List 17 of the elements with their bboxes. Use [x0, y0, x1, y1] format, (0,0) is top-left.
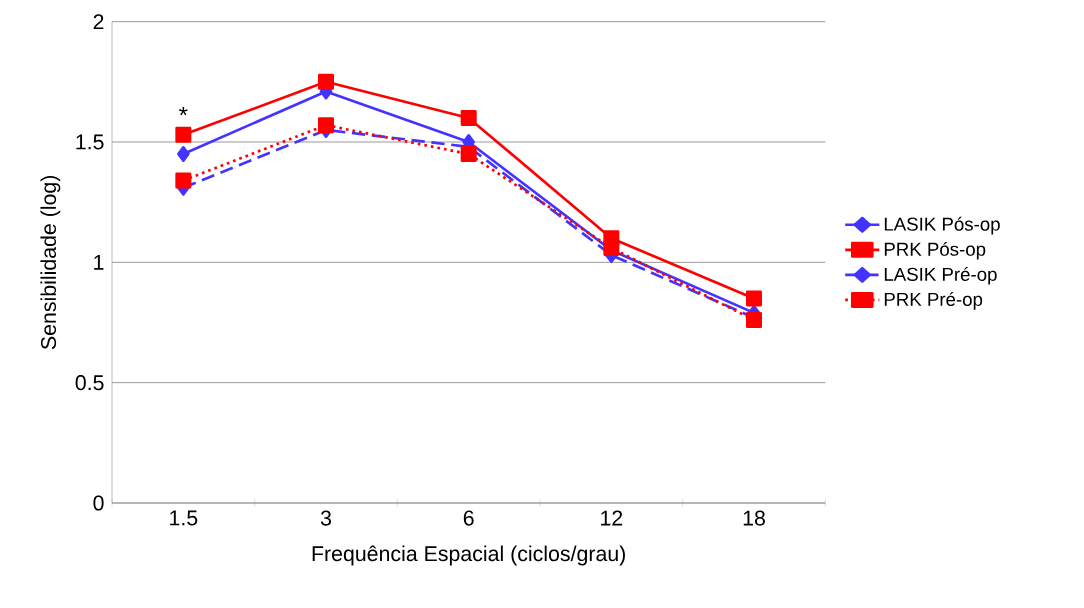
y-tick-label: 1.5	[76, 134, 104, 150]
x-tick-label: 1.5	[170, 510, 198, 526]
legend-label: LASIK Pré-op	[884, 266, 997, 285]
x-tick-label: 6	[463, 510, 474, 526]
x-tick-label: 18	[743, 510, 765, 526]
legend-label: PRK Pré-op	[884, 292, 983, 310]
legend-label: PRK Pós-op	[884, 241, 986, 260]
annotation: *	[179, 106, 188, 116]
y-tick-label: 1	[94, 254, 104, 270]
x-axis-title: Frequência Espacial (ciclos/grau)	[312, 545, 625, 566]
x-tick-label: 3	[320, 510, 331, 526]
y-tick-label: 0.5	[75, 375, 104, 391]
x-tick-label: 12	[601, 510, 623, 526]
y-axis-title: Sensibilidade (log)	[40, 175, 61, 350]
y-tick-label: 0	[93, 495, 104, 511]
legend-label: LASIK Pós-op	[884, 216, 1000, 235]
y-tick-label: 2	[93, 14, 104, 30]
